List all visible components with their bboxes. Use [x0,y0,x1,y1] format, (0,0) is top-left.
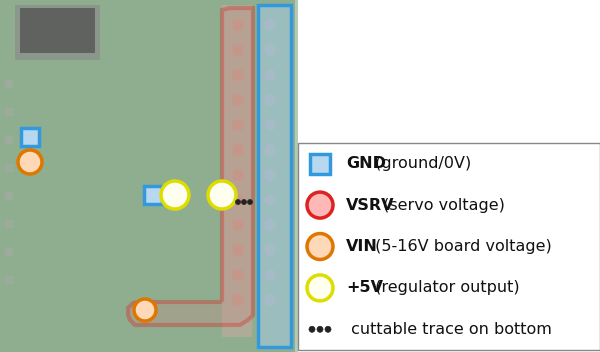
Bar [5,192,13,200]
Text: VIN: VIN [346,239,378,254]
Circle shape [307,192,333,218]
Bar [0,0,298,352]
Circle shape [235,200,241,205]
Circle shape [264,194,276,206]
Circle shape [241,200,247,205]
Bar [310,154,330,174]
Bar [5,108,13,116]
Circle shape [264,94,276,106]
Circle shape [232,69,244,81]
Text: (servo voltage): (servo voltage) [378,197,505,213]
Bar [5,80,13,88]
Circle shape [264,219,276,231]
Circle shape [232,219,244,231]
Bar [15,5,100,60]
Circle shape [232,244,244,256]
Circle shape [232,94,244,106]
Text: (regulator output): (regulator output) [370,281,520,295]
Circle shape [264,144,276,156]
Text: +5V: +5V [346,281,383,295]
Bar [5,164,13,172]
Circle shape [317,326,323,332]
Circle shape [134,299,156,321]
Circle shape [307,233,333,259]
Bar [21,128,39,146]
Circle shape [18,150,42,174]
Circle shape [264,44,276,56]
Circle shape [232,294,244,306]
Circle shape [232,144,244,156]
Circle shape [264,19,276,31]
Circle shape [264,169,276,181]
Bar [20,8,95,53]
Bar [5,136,13,144]
Bar [5,220,13,228]
Circle shape [264,69,276,81]
Circle shape [309,326,315,332]
Circle shape [264,294,276,306]
Bar [5,276,13,284]
Circle shape [208,181,236,209]
Text: (ground/0V): (ground/0V) [370,156,471,171]
Text: GND: GND [346,156,386,171]
Bar [258,5,291,347]
Circle shape [232,169,244,181]
Circle shape [248,200,253,205]
Circle shape [232,269,244,281]
PathPatch shape [128,8,253,325]
Circle shape [325,326,331,332]
Bar [0,0,295,352]
Circle shape [264,269,276,281]
Bar [144,186,162,204]
Circle shape [264,244,276,256]
Circle shape [232,119,244,131]
Bar [5,248,13,256]
Text: cuttable trace on bottom: cuttable trace on bottom [346,322,552,337]
Circle shape [307,275,333,301]
Circle shape [232,44,244,56]
Bar [222,5,252,337]
Circle shape [232,194,244,206]
Circle shape [232,19,244,31]
Bar [258,5,291,347]
Bar [298,143,600,350]
Text: VSRV: VSRV [346,197,395,213]
Circle shape [161,181,189,209]
Circle shape [264,119,276,131]
Text: (5-16V board voltage): (5-16V board voltage) [370,239,552,254]
